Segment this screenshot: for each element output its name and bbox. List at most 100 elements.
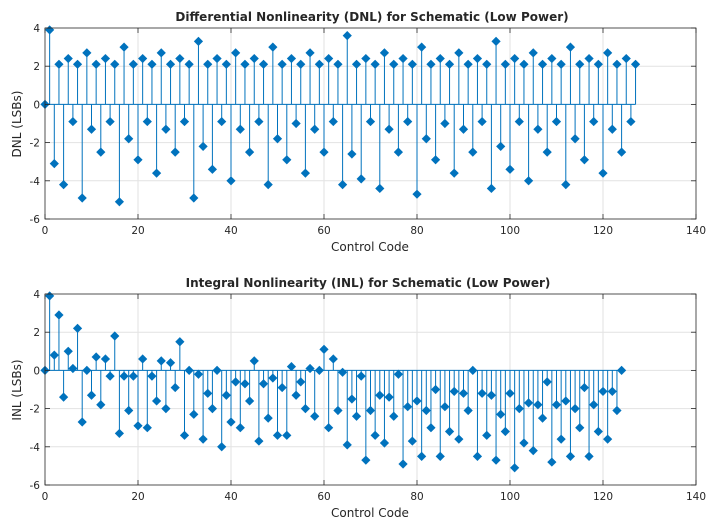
dnl-marker-34 <box>198 141 208 152</box>
inl-marker-46 <box>254 436 264 446</box>
dnl-ytick-label-2: -2 <box>30 138 40 150</box>
dnl-marker-39 <box>221 59 231 69</box>
dnl-marker-15 <box>110 59 120 69</box>
inl-xtick-label-7: 140 <box>686 491 706 503</box>
inl-marker-45 <box>249 356 259 366</box>
inl-marker-76 <box>393 369 403 379</box>
inl-marker-33 <box>193 369 204 379</box>
dnl-xtick-label-5: 100 <box>500 225 520 237</box>
dnl-marker-26 <box>161 124 171 134</box>
dnl-marker-5 <box>63 53 73 64</box>
dnl-marker-93 <box>472 53 483 64</box>
dnl-marker-101 <box>510 53 520 64</box>
inl-marker-54 <box>291 390 301 400</box>
inl-title: Integral Nonlinearity (INL) for Schemati… <box>186 276 551 290</box>
inl-marker-25 <box>156 356 166 366</box>
dnl-marker-116 <box>579 155 589 165</box>
dnl-marker-120 <box>598 168 608 178</box>
inl-xlabel: Control Code <box>331 506 409 520</box>
inl-marker-110 <box>551 400 562 410</box>
dnl-marker-4 <box>59 180 69 190</box>
dnl-marker-117 <box>584 53 594 64</box>
dnl-marker-63 <box>333 59 343 69</box>
inl-marker-73 <box>379 438 390 448</box>
dnl-marker-11 <box>91 59 101 69</box>
dnl-marker-91 <box>463 59 473 69</box>
dnl-ytick-label-0: -6 <box>30 214 41 226</box>
inl-marker-30 <box>179 430 190 440</box>
inl-xtick-label-3: 60 <box>317 491 330 503</box>
inl-marker-32 <box>189 409 199 419</box>
dnl-xtick-label-0: 0 <box>42 225 49 237</box>
inl-marker-5 <box>63 346 73 356</box>
inl-marker-94 <box>477 388 487 398</box>
dnl-marker-97 <box>491 36 501 46</box>
dnl-marker-103 <box>519 59 529 69</box>
dnl-marker-126 <box>626 116 636 127</box>
inl-tick-labels: 0 20 40 60 80 100 120 140 -6 -4 -2 0 2 4 <box>30 289 707 503</box>
inl-marker-34 <box>198 434 208 444</box>
dnl-marker-109 <box>547 53 557 64</box>
dnl-marker-2 <box>49 159 59 169</box>
inl-marker-75 <box>389 411 399 421</box>
dnl-xtick-label-1: 20 <box>131 225 144 237</box>
dnl-marker-48 <box>263 180 273 190</box>
dnl-marker-114 <box>570 134 580 144</box>
dnl-marker-127 <box>630 59 641 69</box>
dnl-marker-121 <box>603 48 613 58</box>
inl-marker-83 <box>426 423 436 433</box>
inl-marker-40 <box>226 417 236 427</box>
inl-marker-41 <box>231 377 241 387</box>
dnl-marker-104 <box>524 176 534 186</box>
inl-marker-120 <box>598 386 608 397</box>
dnl-marker-40 <box>226 176 236 186</box>
inl-marker-92 <box>468 365 478 375</box>
dnl-marker-80 <box>412 189 422 199</box>
inl-marker-124 <box>617 365 627 375</box>
dnl-marker-19 <box>128 59 138 69</box>
dnl-marker-72 <box>375 183 385 194</box>
inl-marker-118 <box>589 400 599 410</box>
dnl-marker-71 <box>370 59 380 69</box>
dnl-ylabel: DNL (LSBs) <box>10 91 24 158</box>
inl-marker-68 <box>356 371 366 381</box>
inl-marker-78 <box>403 402 413 412</box>
dnl-marker-7 <box>72 59 83 69</box>
dnl-marker-84 <box>431 155 441 165</box>
dnl-marker-94 <box>477 116 487 127</box>
inl-marker-14 <box>105 371 115 381</box>
dnl-marker-43 <box>240 59 250 69</box>
dnl-marker-31 <box>184 59 194 69</box>
dnl-marker-108 <box>542 147 552 157</box>
dnl-marker-69 <box>361 53 371 64</box>
dnl-marker-106 <box>533 124 543 134</box>
inl-marker-79 <box>407 436 417 446</box>
dnl-marker-68 <box>356 174 366 184</box>
inl-marker-98 <box>496 409 506 419</box>
inl-marker-62 <box>328 354 338 364</box>
inl-marker-72 <box>375 390 385 400</box>
dnl-marker-46 <box>254 116 264 127</box>
dnl-marker-83 <box>426 59 436 69</box>
dnl-marker-75 <box>389 59 399 69</box>
inl-marker-119 <box>593 426 603 437</box>
dnl-marker-95 <box>482 59 492 69</box>
dnl-marker-35 <box>203 59 213 69</box>
inl-marker-112 <box>561 396 571 406</box>
dnl-marker-44 <box>245 147 255 157</box>
dnl-marker-61 <box>324 53 334 64</box>
dnl-marker-52 <box>282 155 292 165</box>
inl-marker-10 <box>86 390 97 400</box>
dnl-marker-58 <box>310 124 320 134</box>
inl-marker-13 <box>100 354 111 364</box>
dnl-marker-27 <box>165 59 176 69</box>
dnl-marker-92 <box>468 147 478 157</box>
inl-marker-86 <box>440 402 450 412</box>
inl-marker-31 <box>184 365 194 375</box>
inl-marker-42 <box>235 423 245 433</box>
inl-marker-6 <box>68 363 78 374</box>
inl-frame-box <box>44 293 697 486</box>
inl-ytick-label-3: 0 <box>33 365 40 377</box>
dnl-marker-87 <box>444 59 455 69</box>
